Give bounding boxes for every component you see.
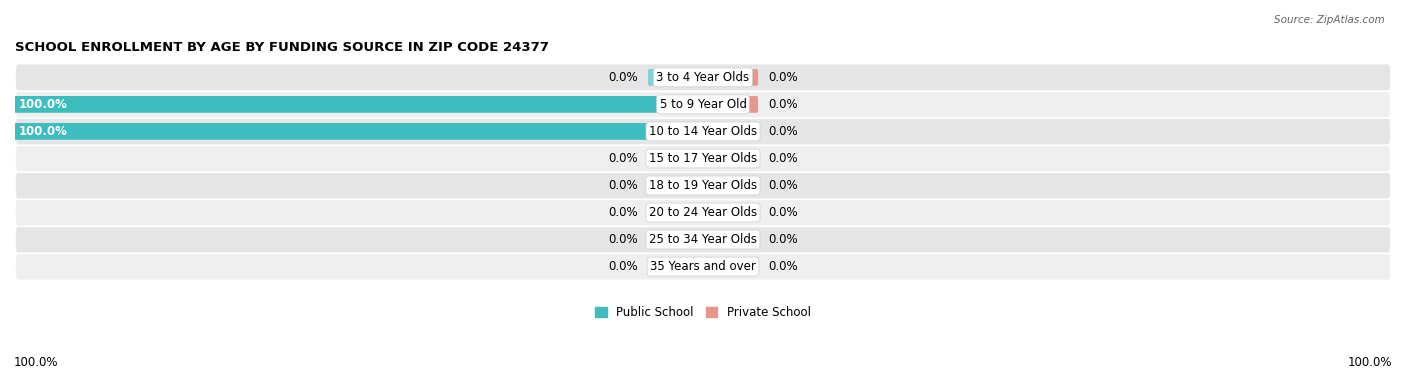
Text: 0.0%: 0.0% [607,206,638,219]
FancyBboxPatch shape [710,177,758,194]
Text: 100.0%: 100.0% [14,357,59,369]
FancyBboxPatch shape [8,96,696,113]
Text: Source: ZipAtlas.com: Source: ZipAtlas.com [1274,15,1385,25]
FancyBboxPatch shape [710,258,758,275]
Text: 0.0%: 0.0% [607,71,638,84]
FancyBboxPatch shape [648,150,696,167]
FancyBboxPatch shape [648,177,696,194]
Text: 100.0%: 100.0% [1347,357,1392,369]
FancyBboxPatch shape [15,90,1391,118]
Text: 5 to 9 Year Old: 5 to 9 Year Old [659,98,747,111]
Text: 3 to 4 Year Olds: 3 to 4 Year Olds [657,71,749,84]
FancyBboxPatch shape [15,253,1391,280]
FancyBboxPatch shape [648,204,696,221]
FancyBboxPatch shape [710,96,758,113]
Text: 0.0%: 0.0% [768,179,799,192]
FancyBboxPatch shape [648,258,696,275]
FancyBboxPatch shape [15,226,1391,253]
FancyBboxPatch shape [648,231,696,248]
FancyBboxPatch shape [15,118,1391,145]
Text: 0.0%: 0.0% [768,260,799,273]
FancyBboxPatch shape [710,231,758,248]
Text: 0.0%: 0.0% [607,179,638,192]
Legend: Public School, Private School: Public School, Private School [591,301,815,324]
Text: 0.0%: 0.0% [607,260,638,273]
Text: 20 to 24 Year Olds: 20 to 24 Year Olds [650,206,756,219]
FancyBboxPatch shape [710,123,758,140]
Text: SCHOOL ENROLLMENT BY AGE BY FUNDING SOURCE IN ZIP CODE 24377: SCHOOL ENROLLMENT BY AGE BY FUNDING SOUR… [15,41,548,54]
Text: 0.0%: 0.0% [768,152,799,165]
FancyBboxPatch shape [8,123,696,140]
FancyBboxPatch shape [648,69,696,86]
FancyBboxPatch shape [15,145,1391,172]
Text: 10 to 14 Year Olds: 10 to 14 Year Olds [650,125,756,138]
Text: 0.0%: 0.0% [607,152,638,165]
Text: 0.0%: 0.0% [768,98,799,111]
FancyBboxPatch shape [15,199,1391,226]
Text: 15 to 17 Year Olds: 15 to 17 Year Olds [650,152,756,165]
Text: 35 Years and over: 35 Years and over [650,260,756,273]
FancyBboxPatch shape [710,69,758,86]
Text: 18 to 19 Year Olds: 18 to 19 Year Olds [650,179,756,192]
Text: 100.0%: 100.0% [18,98,67,111]
Text: 0.0%: 0.0% [768,233,799,246]
FancyBboxPatch shape [15,64,1391,91]
FancyBboxPatch shape [710,150,758,167]
Text: 0.0%: 0.0% [768,206,799,219]
Text: 0.0%: 0.0% [768,71,799,84]
Text: 0.0%: 0.0% [768,125,799,138]
FancyBboxPatch shape [15,172,1391,199]
Text: 0.0%: 0.0% [607,233,638,246]
FancyBboxPatch shape [710,204,758,221]
Text: 25 to 34 Year Olds: 25 to 34 Year Olds [650,233,756,246]
Text: 100.0%: 100.0% [18,125,67,138]
